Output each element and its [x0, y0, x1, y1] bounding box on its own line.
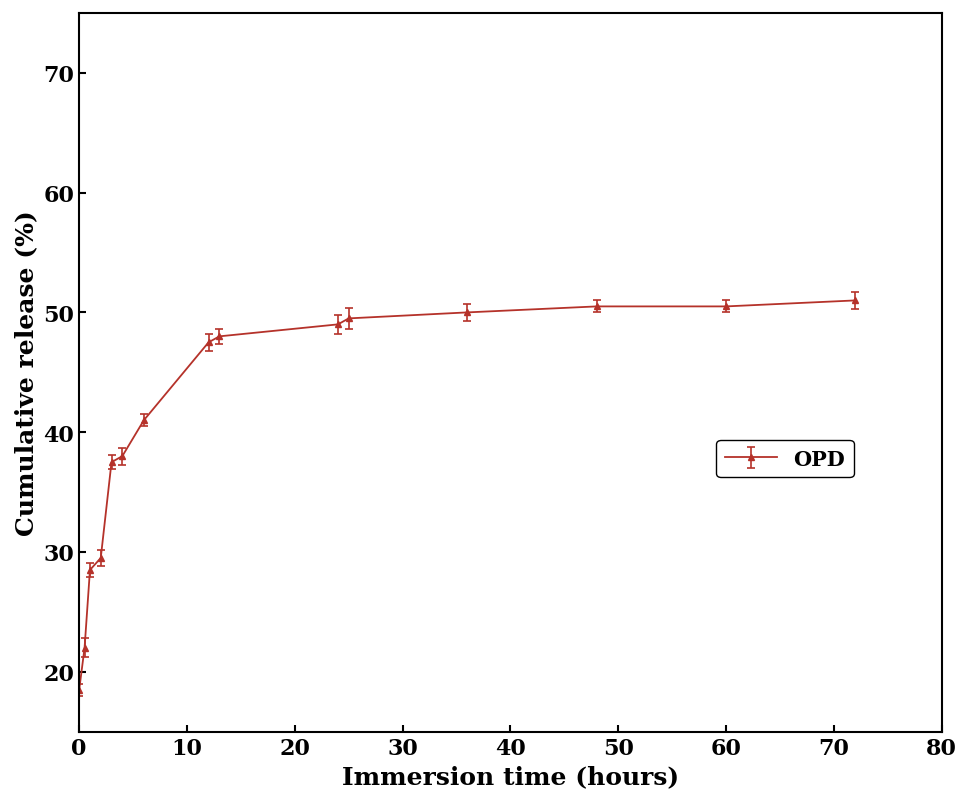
Legend: OPD: OPD — [717, 440, 854, 477]
Y-axis label: Cumulative release (%): Cumulative release (%) — [14, 210, 38, 536]
X-axis label: Immersion time (hours): Immersion time (hours) — [342, 764, 679, 788]
